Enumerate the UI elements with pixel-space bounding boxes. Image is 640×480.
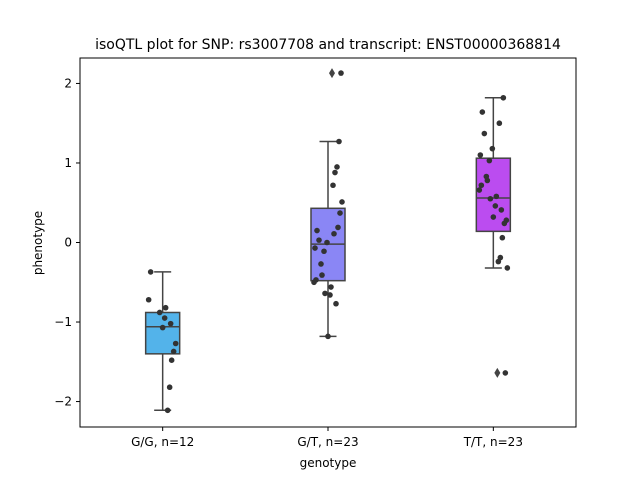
- y-tick-label: −2: [54, 395, 72, 409]
- data-point: [312, 245, 318, 251]
- data-point: [333, 300, 339, 307]
- data-point: [170, 348, 177, 355]
- data-point: [484, 177, 491, 184]
- data-point: [145, 296, 152, 303]
- y-tick-label: −1: [54, 315, 72, 329]
- data-point: [492, 203, 499, 209]
- data-point: [498, 207, 505, 213]
- data-point: [502, 370, 509, 376]
- data-point: [479, 109, 486, 115]
- data-point: [332, 169, 338, 176]
- outlier-marker: [494, 367, 501, 378]
- data-point: [156, 309, 163, 316]
- data-point: [162, 304, 169, 311]
- x-axis-label: genotype: [300, 456, 357, 470]
- data-point: [331, 230, 337, 237]
- outlier-marker: [329, 68, 335, 79]
- data-point: [322, 290, 328, 297]
- data-point: [476, 187, 483, 193]
- data-point: [166, 384, 173, 391]
- x-tick-label: T/T, n=23: [463, 435, 523, 449]
- data-point: [499, 234, 506, 241]
- y-tick-label: 2: [64, 76, 72, 90]
- data-point: [164, 407, 171, 414]
- data-point: [337, 210, 343, 216]
- data-point: [496, 120, 503, 127]
- plot-area: −2 −1 0 1 2 G/G, n=12 G/T, n=23 T/T, n=23: [54, 57, 577, 449]
- data-point: [314, 227, 320, 234]
- data-point: [486, 157, 493, 164]
- y-tick-label: 1: [64, 156, 72, 170]
- data-point: [318, 261, 324, 267]
- data-point: [477, 152, 484, 158]
- data-point: [493, 193, 500, 200]
- data-point: [321, 248, 327, 255]
- data-point: [490, 214, 497, 220]
- data-point: [319, 272, 325, 278]
- data-point: [159, 324, 166, 331]
- data-point: [172, 340, 179, 347]
- data-point: [500, 94, 507, 101]
- data-point: [504, 265, 511, 271]
- data-point: [478, 182, 485, 189]
- data-point: [316, 237, 322, 243]
- data-point: [487, 195, 494, 202]
- x-tick-label: G/G, n=12: [131, 435, 194, 449]
- data-point: [147, 269, 154, 275]
- data-point: [336, 138, 342, 145]
- data-point: [330, 182, 336, 189]
- data-point: [495, 258, 502, 265]
- data-point: [335, 224, 341, 231]
- y-axis-label: phenotype: [31, 211, 45, 275]
- data-point: [489, 145, 496, 152]
- data-point: [325, 333, 331, 340]
- data-point: [339, 199, 345, 205]
- data-point: [481, 130, 488, 137]
- data-point: [327, 292, 333, 298]
- data-point: [311, 279, 317, 286]
- data-point: [328, 284, 334, 290]
- data-point: [334, 164, 340, 170]
- data-point: [168, 357, 175, 363]
- data-point: [167, 320, 174, 327]
- data-point: [338, 70, 344, 76]
- data-point: [324, 239, 330, 246]
- y-tick-label: 0: [64, 236, 72, 250]
- data-point: [161, 315, 168, 321]
- x-tick-label: G/T, n=23: [297, 435, 358, 449]
- chart-title: isoQTL plot for SNP: rs3007708 and trans…: [95, 37, 561, 53]
- data-point: [501, 220, 508, 227]
